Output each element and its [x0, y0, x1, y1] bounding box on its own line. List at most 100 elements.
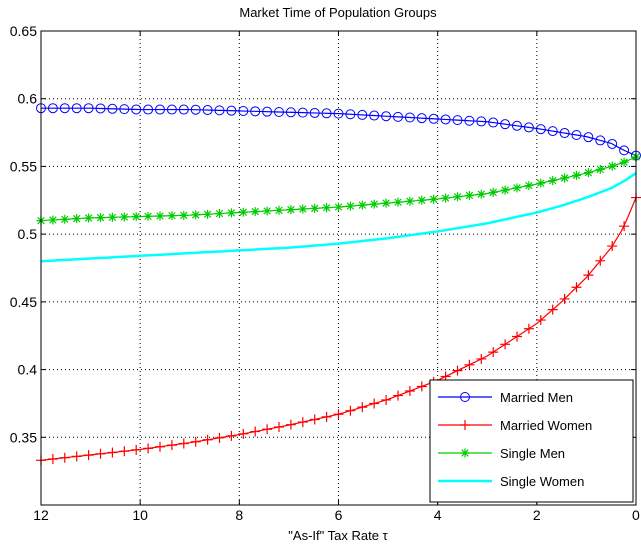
data-point	[59, 452, 70, 463]
legend-marker	[460, 448, 470, 458]
data-point	[595, 135, 606, 146]
legend-marker	[460, 420, 470, 430]
data-point	[571, 130, 582, 141]
data-point	[607, 161, 617, 171]
data-point	[393, 111, 403, 122]
data-point	[595, 164, 605, 174]
data-point	[179, 210, 189, 220]
data-point	[262, 206, 272, 216]
data-point	[119, 104, 130, 115]
data-point	[333, 108, 344, 119]
data-point	[404, 386, 415, 397]
data-point	[297, 417, 308, 428]
data-point	[583, 168, 593, 178]
data-point	[535, 124, 546, 135]
data-point	[500, 119, 511, 130]
data-point	[452, 365, 463, 376]
data-point	[238, 428, 249, 439]
data-point	[595, 255, 606, 266]
data-point	[286, 205, 296, 215]
grid	[41, 31, 636, 505]
data-point	[262, 106, 273, 117]
data-point	[83, 103, 94, 114]
data-point	[95, 103, 106, 114]
data-point	[60, 214, 70, 224]
data-point	[416, 113, 427, 124]
data-point	[143, 104, 154, 115]
data-point	[559, 128, 570, 139]
data-point	[607, 241, 618, 252]
legend: Married Men Married Women Single Men Single…	[429, 379, 634, 503]
data-point	[393, 197, 403, 207]
data-point	[285, 419, 296, 430]
data-point	[369, 398, 380, 409]
legend-label: Married Men	[500, 390, 573, 405]
data-point	[547, 126, 558, 137]
data-point	[453, 192, 462, 202]
data-point	[535, 315, 546, 326]
data-point	[404, 112, 415, 123]
data-point	[321, 411, 332, 422]
series-married-men	[36, 103, 641, 161]
data-point	[72, 214, 82, 224]
data-point	[583, 270, 594, 281]
data-point	[202, 434, 213, 445]
data-point	[536, 178, 546, 188]
x-axis-label: "As-If" Tax Rate τ	[288, 528, 388, 543]
data-point	[298, 204, 308, 214]
data-point	[143, 443, 154, 454]
chart-title: Market Time of Population Groups	[239, 5, 437, 20]
data-point	[571, 282, 582, 293]
data-point	[214, 105, 225, 116]
data-point	[381, 111, 392, 122]
x-tick-label: 8	[235, 507, 243, 523]
data-point	[523, 122, 534, 133]
data-point	[47, 454, 58, 465]
data-point	[321, 108, 332, 119]
data-point	[202, 105, 213, 116]
data-point	[274, 421, 284, 432]
data-point	[131, 212, 141, 222]
axis-ticks: 12 10 8 6 4 2 0 0.35 0.4 0.45 0.5 0.55 0.6 0.65	[10, 23, 640, 523]
legend-label: Single Women	[500, 474, 584, 489]
data-point	[452, 115, 463, 126]
data-point	[84, 213, 94, 223]
data-point	[523, 323, 534, 334]
data-point	[381, 198, 391, 208]
x-tick-label: 10	[132, 507, 148, 523]
data-point	[96, 213, 105, 223]
data-point	[440, 114, 451, 125]
data-point	[500, 339, 511, 350]
data-point	[428, 113, 439, 124]
data-point	[464, 190, 474, 200]
data-point	[107, 447, 118, 458]
series-single-women	[40, 172, 637, 263]
data-point	[619, 221, 630, 232]
data-point	[333, 409, 344, 420]
data-point	[274, 106, 284, 117]
y-tick-label: 0.6	[18, 91, 38, 107]
data-point	[214, 432, 225, 443]
data-point	[178, 104, 189, 115]
series-line	[40, 172, 637, 263]
data-point	[405, 196, 415, 206]
data-point	[119, 446, 130, 457]
data-point	[476, 353, 487, 364]
data-point	[512, 120, 522, 131]
data-point	[369, 110, 380, 121]
data-point	[464, 359, 475, 370]
x-tick-label: 0	[632, 507, 640, 523]
data-point	[417, 195, 427, 205]
data-point	[334, 202, 343, 212]
data-point	[500, 185, 510, 195]
data-point	[238, 207, 248, 217]
data-point	[369, 199, 379, 209]
data-point	[155, 104, 165, 115]
data-point	[488, 187, 498, 197]
x-tick-label: 12	[33, 507, 49, 523]
data-point	[131, 104, 142, 115]
data-point	[345, 201, 355, 211]
data-point	[250, 106, 261, 117]
data-point	[71, 103, 82, 114]
data-point	[309, 107, 320, 118]
